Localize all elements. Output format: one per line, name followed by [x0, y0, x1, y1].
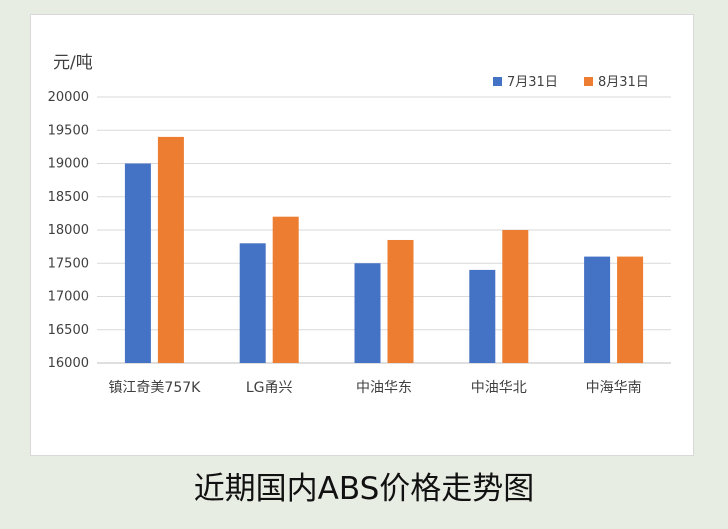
y-tick-label: 17000 — [48, 290, 89, 305]
figure-caption: 近期国内ABS价格走势图 — [193, 471, 535, 507]
x-tick-label: LG甬兴 — [246, 380, 293, 396]
y-tick-label: 16000 — [48, 356, 89, 371]
x-tick-labels: 镇江奇美757K LG甬兴 中油华东 中油华北 中海华南 — [108, 379, 641, 396]
bar-jul31-2 — [354, 263, 381, 363]
gridlines — [97, 96, 671, 364]
x-tick-label: 中海华南 — [586, 380, 642, 396]
y-tick-label: 18500 — [48, 190, 89, 205]
legend-swatch — [493, 77, 502, 86]
bars — [124, 136, 644, 363]
bar-aug31-0 — [157, 136, 184, 363]
y-tick-label: 18000 — [48, 223, 89, 238]
bar-aug31-2 — [387, 239, 414, 363]
bar-jul31-0 — [124, 163, 151, 363]
legend-label: 7月31日 — [507, 75, 558, 90]
legend: 7月31日 8月31日 — [493, 75, 649, 90]
x-tick-label: 中油华北 — [471, 380, 527, 396]
bar-jul31-4 — [584, 256, 611, 363]
bar-chart: 16000 16500 17000 17500 18000 18500 19000 19500… — [48, 53, 671, 396]
chart-panel: 16000 16500 17000 17500 18000 18500 19000 19500… — [30, 14, 694, 456]
bar-aug31-4 — [617, 256, 644, 363]
legend-label: 8月31日 — [598, 75, 649, 90]
x-tick-label: 镇江奇美757K — [108, 379, 201, 396]
y-tick-label: 17500 — [48, 256, 89, 271]
legend-swatch — [584, 77, 593, 86]
y-tick-label: 19000 — [48, 157, 89, 172]
bar-jul31-1 — [239, 243, 266, 363]
y-tick-label: 19500 — [48, 123, 89, 138]
y-tick-labels: 16000 16500 17000 17500 18000 18500 19000 19500… — [48, 90, 89, 371]
y-axis-unit-label: 元/吨 — [53, 53, 93, 73]
bar-aug31-3 — [502, 230, 529, 363]
x-tick-label: 中油华东 — [356, 380, 412, 396]
bar-aug31-1 — [272, 216, 299, 363]
y-tick-label: 16500 — [48, 323, 89, 338]
bar-jul31-3 — [469, 269, 496, 363]
y-tick-label: 20000 — [48, 90, 89, 105]
